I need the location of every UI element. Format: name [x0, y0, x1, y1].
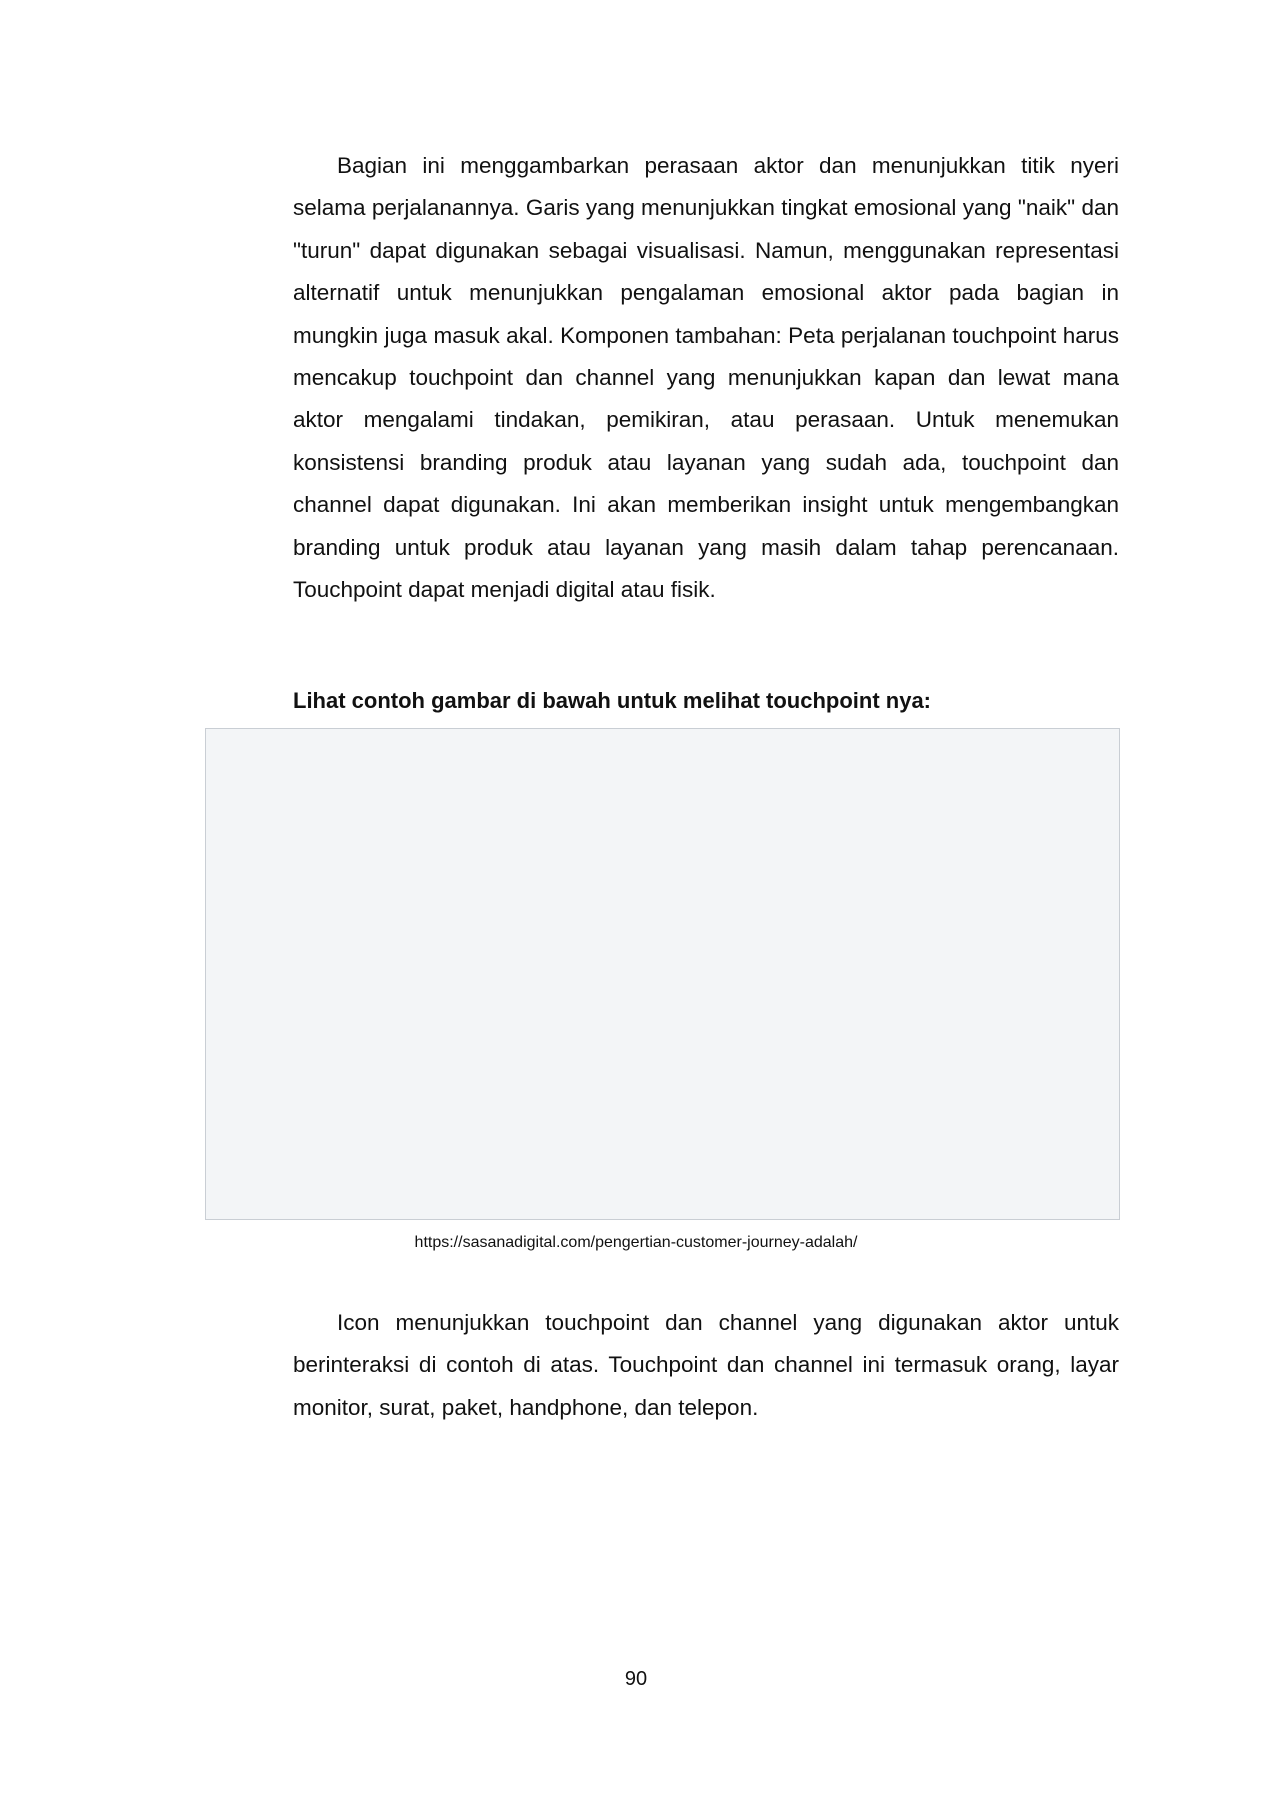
- body-paragraph-1: Bagian ini menggambarkan perasaan aktor …: [293, 153, 1119, 603]
- figure-heading: Lihat contoh gambar di bawah untuk melih…: [293, 688, 932, 713]
- figure-caption: https://sasanadigital.com/pengertian-cus…: [414, 1234, 858, 1251]
- customer-journey-map-image: [205, 728, 1120, 1220]
- page-number: 90: [624, 1668, 648, 1690]
- body-paragraph-2: Icon menunjukkan touchpoint dan channel …: [293, 1310, 1119, 1420]
